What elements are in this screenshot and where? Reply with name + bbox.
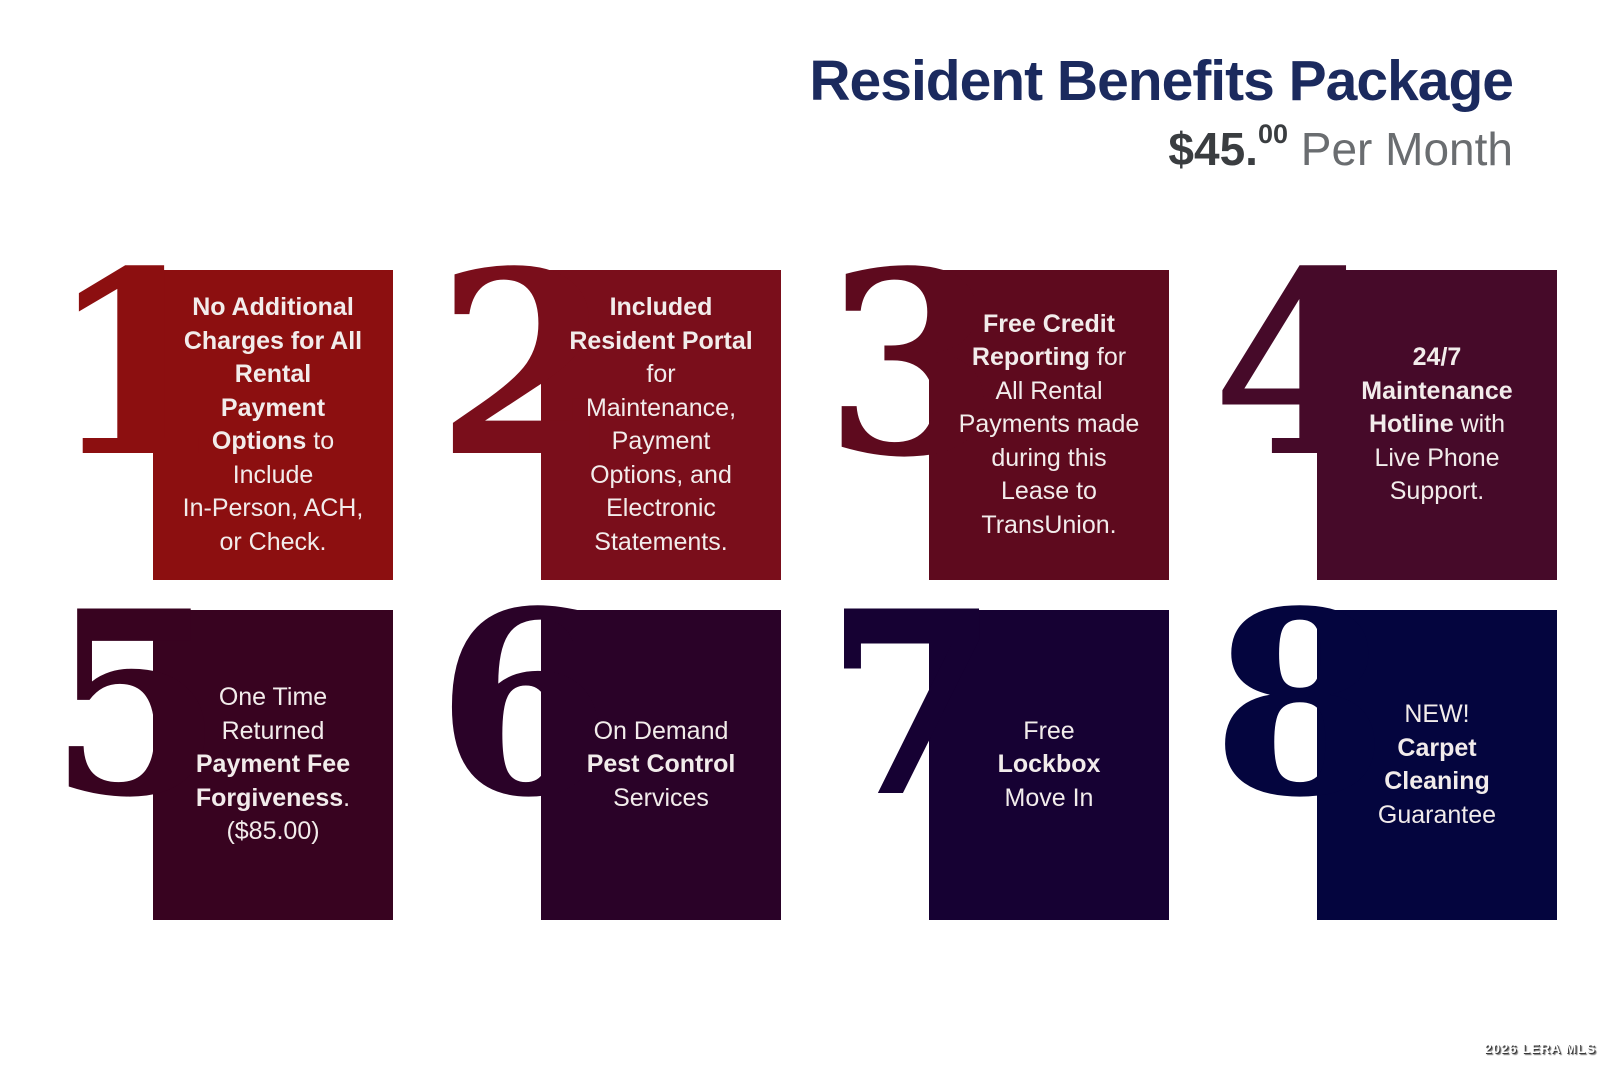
header: Resident Benefits Package $45.00 Per Mon… (809, 49, 1514, 175)
card-number: 8 (1212, 555, 1389, 853)
benefit-card-payment-fee-forgiveness: 5 One Time Returned Payment Fee Forgiveness… (48, 578, 393, 920)
benefit-card-free-lockbox: 7 Free Lockbox Move In (824, 578, 1169, 920)
card-number: 4 (1212, 215, 1389, 513)
card-text: No Additional Charges for All Rental Paymen… (182, 293, 364, 556)
card-number: 3 (824, 215, 1001, 513)
benefit-card-included-resident-portal: 2 Included Resident Portal for Maintenance,… (436, 238, 781, 580)
card-box (929, 610, 1169, 920)
card-text: Included Resident Portal for Maintenance, Pa… (569, 293, 753, 556)
page-title: Resident Benefits Package (809, 49, 1514, 113)
card-box (1317, 270, 1557, 580)
card-text: On Demand Pest Control Services (586, 716, 736, 812)
card-text: 24/7 Maintenance Hotline with Live Phone Sup… (1361, 343, 1513, 506)
card-number: 5 (48, 555, 225, 853)
benefit-card-carpet-cleaning-guarantee: 8 NEW! Carpet Cleaning Guarantee (1212, 578, 1557, 920)
card-number: 7 (824, 555, 1001, 853)
card-number: 2 (436, 215, 613, 513)
card-box (1317, 610, 1557, 920)
benefit-card-maintenance-hotline: 4 24/7 Maintenance Hotline with Live Phone S… (1212, 238, 1557, 580)
price-line: $45.00 Per Month (809, 118, 1513, 175)
price-period: Per Month (1288, 122, 1513, 175)
card-text: NEW! Carpet Cleaning Guarantee (1377, 700, 1497, 829)
card-number: 6 (436, 555, 613, 853)
benefit-card-pest-control: 6 On Demand Pest Control Services (436, 578, 781, 920)
card-number: 1 (48, 215, 225, 513)
card-box (153, 610, 393, 920)
card-text: One Time Returned Payment Fee Forgiveness.(… (195, 683, 351, 846)
card-text: Free Lockbox Move In (997, 716, 1101, 812)
card-box (929, 270, 1169, 580)
price-amount: $45. (1168, 122, 1258, 175)
card-box (153, 270, 393, 580)
benefit-card-free-credit-reporting: 3 Free Credit Reporting for All Rental Paym… (824, 238, 1169, 580)
card-box (541, 610, 781, 920)
card-box (541, 270, 781, 580)
watermark: 2026 LERA MLS (1484, 1041, 1596, 1056)
card-text: Free Credit Reporting for All Rental Paymen… (958, 309, 1140, 539)
benefit-card-no-additional-charges: 1 No Additional Charges for All Rental Paym… (48, 238, 393, 580)
price-cents: 00 (1257, 118, 1288, 149)
